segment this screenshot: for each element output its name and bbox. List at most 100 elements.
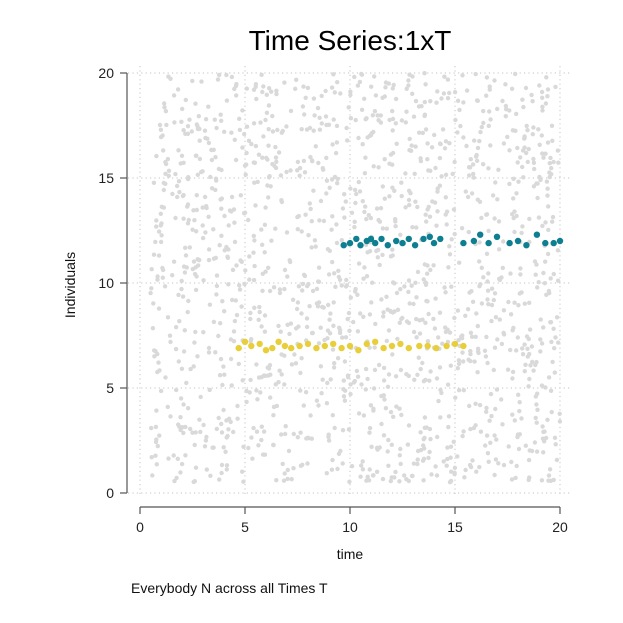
background-point <box>175 456 180 461</box>
background-point <box>435 189 440 194</box>
background-point <box>202 128 208 133</box>
background-point <box>219 233 224 238</box>
background-point <box>222 372 227 377</box>
background-point <box>469 191 475 196</box>
background-point <box>179 461 185 467</box>
background-point <box>372 109 378 114</box>
background-point <box>180 106 185 112</box>
background-point <box>259 227 264 232</box>
background-point <box>461 135 466 140</box>
series-point <box>262 347 270 354</box>
background-point <box>447 141 452 146</box>
background-point <box>178 415 183 420</box>
background-point <box>308 154 313 160</box>
background-point <box>273 155 279 160</box>
background-point <box>453 395 458 400</box>
background-point <box>234 312 240 318</box>
background-point <box>175 87 181 92</box>
background-point <box>156 360 161 365</box>
background-point <box>413 280 418 285</box>
background-point <box>332 361 337 366</box>
background-point <box>224 418 229 423</box>
background-point <box>394 404 399 409</box>
background-point <box>270 113 275 119</box>
background-point <box>514 348 519 353</box>
background-point <box>193 465 199 470</box>
background-point <box>273 226 278 231</box>
background-point <box>394 290 400 296</box>
background-point <box>383 80 389 85</box>
background-point <box>356 261 362 266</box>
background-point <box>467 403 472 409</box>
background-point <box>479 265 484 270</box>
background-point <box>539 383 545 388</box>
background-point <box>159 233 164 238</box>
background-point <box>206 104 211 109</box>
background-point <box>523 85 529 91</box>
background-point <box>266 366 272 371</box>
background-point <box>474 158 480 163</box>
background-point <box>399 193 404 199</box>
background-point <box>294 77 299 83</box>
background-point <box>527 376 532 382</box>
background-point <box>359 72 365 77</box>
background-point <box>163 159 168 165</box>
background-point <box>493 406 498 412</box>
background-point <box>186 217 191 223</box>
background-point <box>526 457 532 463</box>
series-point <box>405 235 412 243</box>
background-point <box>476 350 481 356</box>
background-point <box>345 316 350 322</box>
background-point <box>196 263 201 268</box>
background-point <box>305 283 310 289</box>
background-point <box>331 365 337 370</box>
background-point <box>203 230 208 235</box>
background-point <box>382 94 387 99</box>
background-point <box>316 279 321 284</box>
background-point <box>234 81 239 87</box>
background-point <box>252 238 257 243</box>
background-point <box>511 196 516 201</box>
background-point <box>344 125 349 131</box>
background-point <box>337 327 343 333</box>
background-point <box>385 384 391 389</box>
background-point <box>549 123 555 128</box>
background-point <box>365 135 370 140</box>
background-point <box>375 255 380 260</box>
background-point <box>426 168 431 173</box>
background-point <box>453 117 458 123</box>
background-point <box>277 368 282 373</box>
background-point <box>457 107 462 113</box>
background-point <box>181 216 186 221</box>
background-point <box>467 462 473 468</box>
background-point <box>179 286 184 292</box>
background-point <box>357 189 363 194</box>
background-point <box>468 426 473 432</box>
background-point <box>393 219 398 224</box>
background-point <box>534 181 539 186</box>
background-point <box>259 72 264 78</box>
background-point <box>546 227 551 233</box>
background-point <box>516 446 522 452</box>
background-point <box>253 84 258 90</box>
background-point <box>324 191 329 196</box>
background-point <box>310 288 316 294</box>
background-point <box>484 334 489 340</box>
background-point <box>232 137 237 142</box>
background-point <box>190 227 195 232</box>
background-point <box>442 146 448 151</box>
background-point <box>221 407 226 413</box>
background-point <box>317 218 322 223</box>
background-point <box>433 296 438 301</box>
background-point <box>415 461 420 467</box>
background-point <box>178 396 184 401</box>
background-point <box>425 271 430 276</box>
background-point <box>157 122 163 128</box>
series-point <box>313 344 320 352</box>
background-point <box>520 346 525 351</box>
background-point <box>360 459 365 464</box>
background-point <box>160 133 165 138</box>
background-point <box>153 239 158 245</box>
background-point <box>285 322 290 327</box>
background-point <box>346 427 352 432</box>
